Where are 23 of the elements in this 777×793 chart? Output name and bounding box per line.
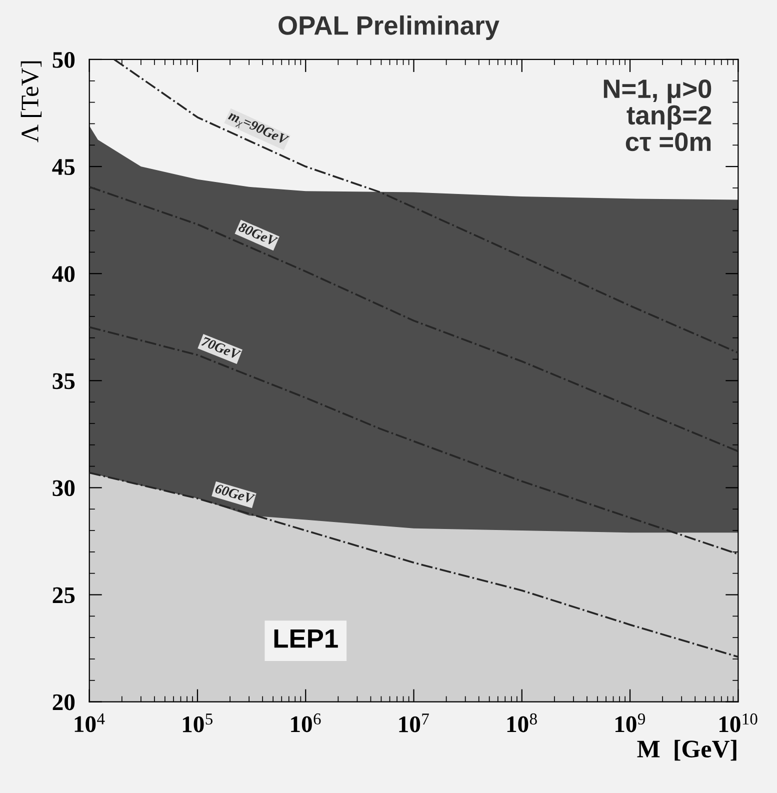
y-axis-title: Λ [TeV] (20, 61, 42, 142)
y-tick-label: 25 (52, 587, 75, 604)
x-tick-label: 10$^{9}$ (616, 713, 645, 732)
text: m$_{χ}$=90GeV (226, 110, 290, 149)
text: 60GeV (214, 484, 256, 504)
y-tick-label: 30 (52, 480, 75, 496)
text: 70GeV (201, 336, 242, 360)
x-axis-title: M [GeV] (637, 740, 736, 761)
y-tick-label: 20 (52, 694, 75, 710)
y-tick-label: 45 (52, 159, 75, 175)
y-tick-label: 50 (52, 52, 75, 68)
x-tick-label: 10$^{7}$ (399, 714, 429, 732)
x-tick-label: 10$^{4}$ (74, 713, 105, 732)
y-tick-label: 35 (52, 373, 75, 390)
x-tick-label: 10$^{10}$ (720, 713, 758, 732)
text: 80GeV (238, 222, 278, 247)
x-tick-label: 10$^{8}$ (507, 713, 537, 732)
chart-title: OPAL Preliminary (278, 15, 500, 40)
annotation: N=1, μ>0 tanβ=2 cτ =0m (604, 79, 712, 152)
series-label: LEP1 (274, 629, 338, 648)
y-tick-label: 40 (52, 266, 75, 282)
x-tick-label: 10$^{5}$ (182, 714, 212, 732)
x-tick-label: 10$^{6}$ (291, 713, 321, 732)
